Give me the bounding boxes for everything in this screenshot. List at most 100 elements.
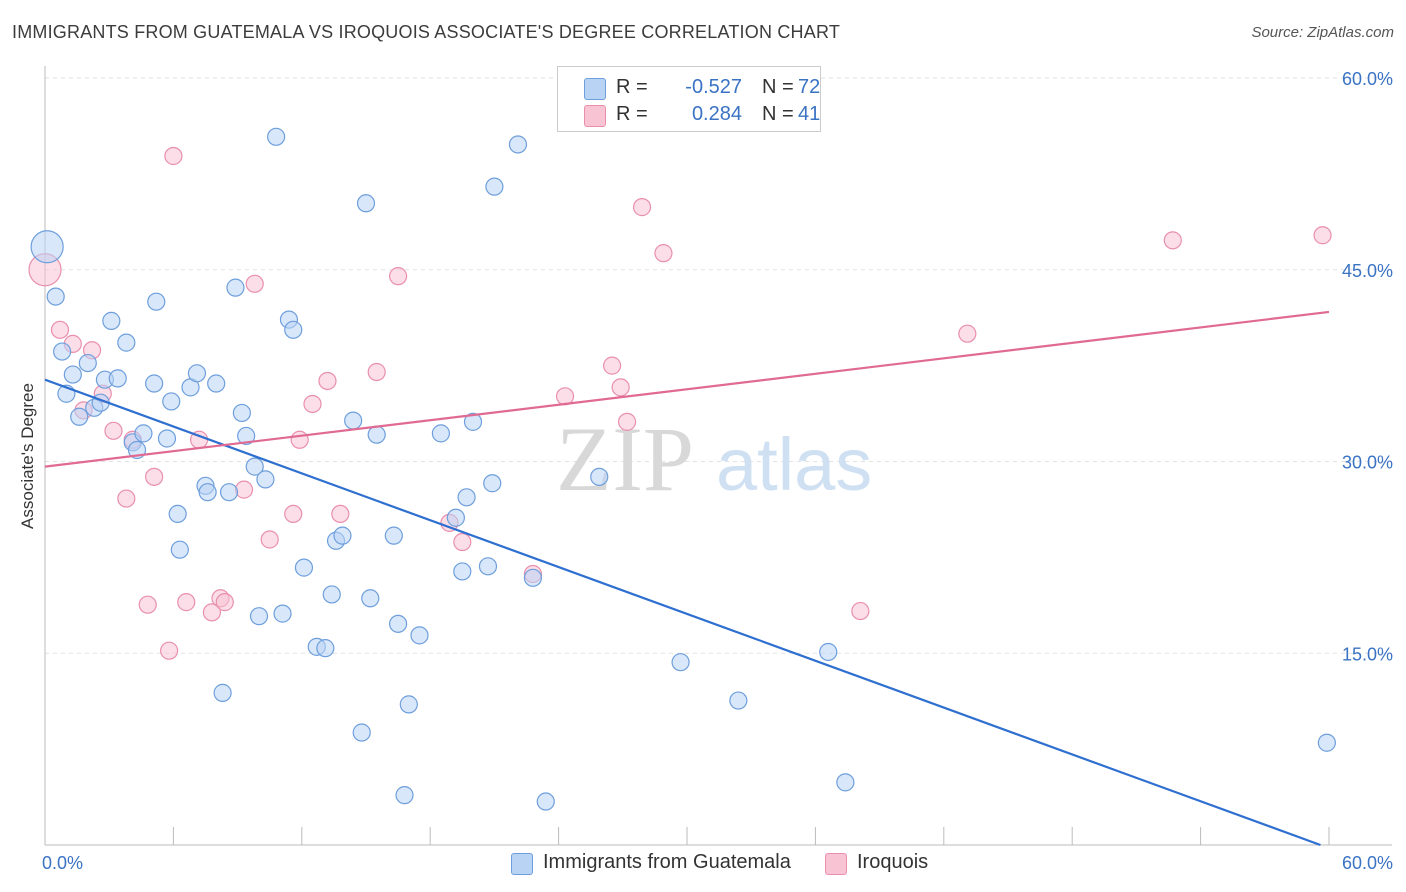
guatemala-point: [207, 374, 226, 393]
guatemala-point: [284, 320, 303, 339]
legend-r-label: R =: [616, 103, 648, 125]
guatemala-point: [170, 540, 189, 559]
iroquois-point: [260, 530, 279, 549]
guatemala-point: [157, 429, 177, 448]
legend-series-label: Immigrants from Guatemala: [543, 851, 791, 873]
guatemala-point: [1317, 733, 1336, 752]
guatemala-point: [198, 483, 217, 502]
guatemala-point: [30, 230, 64, 264]
legend-swatch-blue: [584, 78, 606, 100]
guatemala-point: [256, 470, 275, 489]
iroquois-point: [284, 504, 303, 524]
iroquois-point: [389, 267, 408, 286]
y-tick-label: 45.0%: [1342, 261, 1393, 281]
legend-n-label: N =: [762, 103, 794, 125]
iroquois-point: [367, 362, 386, 382]
guatemala-point: [671, 653, 690, 672]
guatemala-point: [213, 683, 232, 702]
iroquois-point: [1313, 226, 1332, 245]
guatemala-point: [162, 392, 181, 411]
trend-lines: [44, 310, 1330, 847]
iroquois-point: [602, 356, 622, 375]
guatemala-point: [356, 194, 376, 213]
iroquois-point: [145, 467, 164, 486]
iroquois-point: [117, 489, 136, 508]
guatemala-point: [483, 474, 502, 493]
iroquois-point: [611, 378, 630, 397]
iroquois-point: [202, 603, 222, 622]
guatemala-point: [316, 639, 335, 658]
y-tick-label: 30.0%: [1342, 453, 1393, 473]
iroquois-point: [50, 320, 70, 339]
iroquois-point: [851, 601, 870, 621]
guatemala-point: [729, 691, 748, 710]
grid-lines: [45, 77, 1392, 654]
iroquois-point: [290, 430, 309, 449]
iroquois-trend-line: [44, 310, 1330, 468]
guatemala-point: [46, 287, 65, 306]
guatemala-point: [187, 364, 207, 383]
iroquois-point: [245, 274, 264, 293]
guatemala-point: [63, 365, 82, 384]
guatemala-point: [134, 424, 153, 443]
legend-swatch-pink: [584, 105, 606, 127]
guatemala-point: [53, 342, 72, 361]
guatemala-point: [108, 369, 127, 388]
iroquois-point: [303, 394, 322, 414]
guatemala-point: [226, 278, 245, 297]
x-tick-label-max: 60.0%: [1342, 853, 1393, 873]
y-tick-label: 60.0%: [1342, 69, 1393, 89]
watermark: ZIP atlas: [556, 408, 872, 510]
iroquois-point: [617, 412, 637, 431]
legend-r-value: 0.284: [691, 103, 742, 125]
guatemala-point: [147, 292, 166, 311]
axes: [44, 66, 1392, 846]
iroquois-point: [331, 504, 350, 524]
guatemala-point: [78, 353, 97, 373]
guatemala-point: [399, 695, 418, 714]
guatemala-point: [344, 411, 363, 430]
iroquois-point: [215, 593, 234, 612]
guatemala-point: [237, 426, 256, 446]
legend-n-value: 41: [798, 103, 821, 125]
watermark-atlas: atlas: [716, 423, 872, 506]
guatemala-point: [431, 424, 450, 443]
iroquois-point: [160, 641, 179, 660]
guatemala-point: [485, 177, 504, 196]
legend-n-value: 72: [798, 76, 821, 98]
guatemala-point: [70, 407, 89, 426]
legend-swatch-blue: [511, 853, 533, 875]
iroquois-point: [104, 421, 123, 440]
iroquois-points: [28, 146, 1332, 660]
guatemala-point: [536, 792, 555, 811]
guatemala-point: [267, 127, 286, 146]
source-credit: Source: ZipAtlas.com: [1251, 24, 1394, 41]
legend-r-value: -0.527: [685, 76, 742, 98]
guatemala-point: [836, 773, 855, 792]
guatemala-point: [389, 614, 408, 633]
guatemala-point: [249, 607, 269, 626]
legend-n-label: N =: [762, 76, 794, 98]
x-tick-label-min: 0.0%: [42, 853, 83, 873]
guatemala-point: [478, 557, 498, 576]
guatemala-point: [232, 403, 251, 423]
guatemala-point: [117, 333, 136, 352]
iroquois-point: [318, 371, 337, 391]
y-tick-labels: 15.0% 30.0% 45.0% 60.0%: [1342, 69, 1393, 664]
guatemala-point: [453, 562, 472, 581]
guatemala-point: [446, 508, 465, 527]
iroquois-point: [177, 593, 196, 612]
y-axis-label: Associate's Degree: [18, 383, 37, 529]
guatemala-point: [523, 568, 543, 587]
guatemala-point: [395, 786, 414, 805]
guatemala-trend-line: [44, 378, 1321, 847]
guatemala-point: [273, 604, 292, 623]
guatemala-point: [245, 457, 264, 476]
guatemala-point: [322, 585, 341, 604]
iroquois-point: [164, 146, 183, 166]
guatemala-points: [30, 127, 1336, 811]
guatemala-point: [410, 626, 429, 645]
stats-legend: R = -0.527 N = 72 R = 0.284 N = 41: [557, 66, 821, 132]
guatemala-point: [219, 483, 239, 502]
guatemala-point: [361, 589, 380, 608]
